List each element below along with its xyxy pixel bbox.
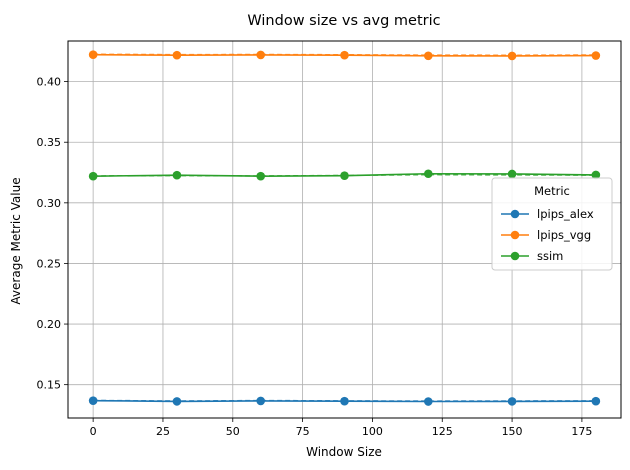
legend-swatch-marker xyxy=(510,251,520,261)
legend-title: Metric xyxy=(534,184,570,198)
data-point-ssim xyxy=(591,170,601,180)
y-ticks: 0.15 0.20 0.25 0.30 0.35 0.40 xyxy=(37,76,68,392)
x-tick-label: 100 xyxy=(362,425,383,438)
legend-swatch-marker xyxy=(510,209,520,219)
y-axis-label: Average Metric Value xyxy=(9,177,23,304)
legend-box xyxy=(491,177,613,271)
data-point-ssim xyxy=(88,171,98,181)
legend-label: lpips_vgg xyxy=(537,228,591,242)
legend-item-lpips_alex: lpips_alex xyxy=(501,207,594,221)
series-lpips_alex xyxy=(88,396,601,406)
data-point-ssim xyxy=(340,171,349,180)
x-tick-label: 150 xyxy=(502,425,523,438)
x-tick-label: 50 xyxy=(226,425,240,438)
data-point-lpips_vgg xyxy=(88,50,98,59)
data-point-lpips_alex xyxy=(423,397,433,406)
plot-frame xyxy=(67,40,622,419)
x-tick-label: 0 xyxy=(90,425,97,438)
y-tick-label: 0.20 xyxy=(37,318,62,331)
data-point-lpips_alex xyxy=(507,397,517,406)
data-point-lpips_alex xyxy=(591,396,601,406)
series-layer xyxy=(88,50,601,406)
x-axis-label: Window Size xyxy=(306,445,382,459)
data-point-lpips_vgg xyxy=(591,51,601,60)
data-point-lpips_alex xyxy=(256,396,266,406)
legend-item-ssim: ssim xyxy=(501,249,563,263)
data-point-ssim xyxy=(256,171,266,181)
data-point-lpips_alex xyxy=(88,396,98,405)
legend-label: ssim xyxy=(537,249,563,263)
legend-swatch-marker xyxy=(510,230,520,240)
data-point-lpips_vgg xyxy=(507,51,517,61)
chart-title: Window size vs avg metric xyxy=(247,13,440,29)
legend-label: lpips_alex xyxy=(537,207,594,221)
y-tick-label: 0.35 xyxy=(37,136,62,149)
x-tick-label: 175 xyxy=(571,425,592,438)
data-point-ssim xyxy=(423,169,433,179)
x-tick-label: 25 xyxy=(156,425,170,438)
data-point-lpips_vgg xyxy=(256,50,266,60)
data-point-lpips_vgg xyxy=(423,51,433,61)
x-tick-label: 75 xyxy=(296,425,310,438)
y-tick-label: 0.30 xyxy=(37,197,62,210)
data-point-lpips_alex xyxy=(340,396,349,406)
legend-item-lpips_vgg: lpips_vgg xyxy=(501,228,591,242)
y-tick-label: 0.25 xyxy=(37,257,62,270)
data-point-lpips_vgg xyxy=(172,50,182,60)
data-point-ssim xyxy=(507,169,517,179)
data-point-lpips_vgg xyxy=(340,50,349,60)
series-lpips_vgg xyxy=(88,50,601,61)
data-point-lpips_alex xyxy=(172,397,182,406)
data-point-ssim xyxy=(172,170,182,180)
y-tick-label: 0.40 xyxy=(37,76,62,89)
x-ticks: 0 25 50 75 100 125 150 175 xyxy=(90,418,592,438)
series-ssim xyxy=(88,169,601,181)
y-tick-label: 0.15 xyxy=(37,379,62,392)
x-tick-label: 125 xyxy=(432,425,453,438)
